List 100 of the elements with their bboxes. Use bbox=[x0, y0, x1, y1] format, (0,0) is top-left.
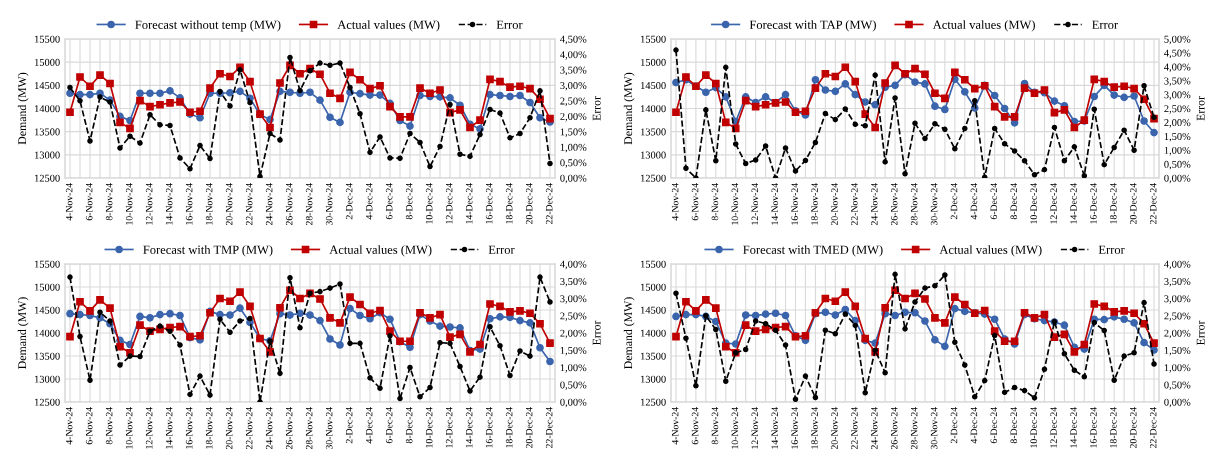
y-tick-label: 12500 bbox=[35, 398, 60, 406]
x-tick-label: 22-Nov-24 bbox=[245, 183, 253, 226]
x-tick-label: 22-Dec-24 bbox=[545, 183, 553, 225]
legend-label: Error bbox=[488, 245, 515, 254]
legend-label: Actual values (MW) bbox=[932, 20, 1035, 32]
x-tick-label: 2-Dec-24 bbox=[345, 183, 353, 220]
x-tick-label: 26-Nov-24 bbox=[890, 407, 898, 450]
x-tick-label: 30-Nov-24 bbox=[930, 407, 938, 450]
y2-tick-label: 1,00% bbox=[560, 143, 587, 153]
y2-tick-label: 2,50% bbox=[1164, 312, 1191, 321]
x-tick-label: 12-Dec-24 bbox=[445, 183, 453, 224]
x-tick-label: 16-Nov-24 bbox=[185, 183, 193, 225]
y2-tick-label: 1,50% bbox=[1164, 132, 1191, 142]
y2-tick-label: 4,00% bbox=[560, 51, 587, 60]
x-tick-label: 8-Nov-24 bbox=[105, 407, 113, 445]
x-tick-label: 10-Nov-24 bbox=[731, 407, 739, 449]
x-tick-label: 2-Dec-24 bbox=[345, 407, 353, 444]
y-tick-label: 14500 bbox=[35, 82, 60, 90]
y-tick-label: 15000 bbox=[35, 58, 60, 66]
legend-label: Error bbox=[1092, 20, 1118, 29]
legend-label: Actual values (MW) bbox=[939, 245, 1042, 257]
x-tick-label: 18-Dec-24 bbox=[505, 183, 513, 224]
y-tick-label: 14500 bbox=[641, 82, 666, 90]
y2-tick-label: 4,50% bbox=[1164, 49, 1191, 59]
x-tick-label: 12-Nov-24 bbox=[751, 183, 759, 225]
x-tick-label: 16-Nov-24 bbox=[185, 407, 193, 449]
x-tick-label: 8-Dec-24 bbox=[1010, 183, 1018, 220]
x-tick-label: 18-Nov-24 bbox=[205, 183, 213, 225]
x-tick-label: 10-Dec-24 bbox=[1030, 183, 1037, 224]
x-tick-label: 20-Dec-24 bbox=[1129, 407, 1137, 449]
y2-tick-label: 3,50% bbox=[560, 277, 587, 287]
y-tick-label: 12500 bbox=[35, 174, 60, 182]
x-tick-label: 4-Dec-24 bbox=[970, 407, 978, 444]
x-tick-label: 8-Nov-24 bbox=[711, 183, 719, 221]
y-tick-label: 14000 bbox=[35, 105, 60, 113]
x-tick-label: 20-Dec-24 bbox=[1129, 183, 1137, 225]
y2-tick-label: 3,00% bbox=[1164, 91, 1191, 100]
x-tick-label: 6-Nov-24 bbox=[691, 407, 699, 445]
y-axis-title: Demand (MW) bbox=[623, 297, 635, 369]
y-axis-title: Demand (MW) bbox=[623, 72, 635, 145]
x-tick-label: 18-Nov-24 bbox=[811, 407, 818, 449]
y2-tick-label: 4,00% bbox=[1164, 260, 1191, 270]
x-tick-label: 18-Nov-24 bbox=[205, 407, 213, 449]
x-tick-label: 4-Nov-24 bbox=[65, 407, 73, 445]
x-tick-label: 24-Nov-24 bbox=[265, 407, 273, 450]
y2-tick-label: 1,50% bbox=[560, 128, 587, 137]
legend-label: Forecast with TMP (MW) bbox=[143, 245, 273, 257]
x-tick-label: 28-Nov-24 bbox=[910, 183, 918, 226]
x-tick-label: 28-Nov-24 bbox=[910, 407, 918, 450]
y-tick-label: 12500 bbox=[641, 398, 666, 406]
y-tick-label: 15500 bbox=[35, 260, 60, 268]
x-tick-label: 16-Dec-24 bbox=[485, 183, 493, 224]
y2-tick-label: 3,00% bbox=[560, 82, 587, 91]
x-tick-label: 2-Dec-24 bbox=[950, 183, 958, 220]
x-tick-label: 16-Dec-24 bbox=[485, 407, 493, 448]
y2-tick-label: 2,50% bbox=[560, 97, 587, 106]
y-tick-label: 13500 bbox=[35, 352, 60, 360]
x-tick-label: 22-Dec-24 bbox=[1149, 183, 1157, 225]
x-tick-label: 10-Dec-24 bbox=[1030, 407, 1037, 448]
x-tick-label: 14-Nov-24 bbox=[165, 183, 173, 225]
y2-axis-title: Error bbox=[1196, 320, 1205, 346]
y2-tick-label: 3,00% bbox=[560, 295, 587, 304]
x-tick-label: 26-Nov-24 bbox=[285, 183, 293, 226]
x-tick-label: 4-Nov-24 bbox=[65, 183, 73, 221]
x-tick-label: 12-Dec-24 bbox=[1050, 407, 1057, 448]
y2-tick-label: 0,00% bbox=[1164, 398, 1191, 408]
y-axis-title: Demand (MW) bbox=[17, 297, 29, 369]
y-tick-label: 14000 bbox=[641, 105, 666, 113]
x-tick-label: 6-Dec-24 bbox=[385, 183, 393, 220]
x-tick-label: 22-Dec-24 bbox=[1149, 407, 1157, 449]
x-tick-label: 16-Nov-24 bbox=[791, 183, 798, 225]
y-tick-label: 15000 bbox=[641, 58, 666, 66]
x-tick-label: 18-Dec-24 bbox=[1110, 183, 1117, 224]
x-tick-label: 2-Dec-24 bbox=[950, 407, 958, 444]
x-tick-label: 6-Dec-24 bbox=[990, 407, 998, 444]
y2-tick-label: 4,50% bbox=[560, 35, 587, 45]
x-tick-label: 8-Dec-24 bbox=[405, 407, 413, 444]
x-tick-label: 26-Nov-24 bbox=[890, 183, 898, 226]
x-tick-label: 14-Nov-24 bbox=[771, 407, 779, 449]
x-tick-label: 18-Nov-24 bbox=[811, 183, 818, 225]
x-tick-label: 10-Nov-24 bbox=[125, 407, 133, 449]
y-tick-label: 14000 bbox=[641, 329, 666, 337]
y-tick-label: 13500 bbox=[641, 352, 666, 360]
legend-label: Forecast with TAP (MW) bbox=[749, 20, 876, 32]
x-tick-label: 12-Dec-24 bbox=[445, 407, 453, 448]
x-tick-label: 14-Nov-24 bbox=[165, 407, 173, 449]
y2-tick-label: 2,00% bbox=[560, 112, 587, 122]
x-tick-label: 30-Nov-24 bbox=[930, 183, 938, 226]
y2-tick-label: 1,00% bbox=[1164, 364, 1191, 373]
x-tick-label: 6-Dec-24 bbox=[385, 407, 393, 444]
y2-tick-label: 1,50% bbox=[560, 346, 587, 356]
y2-tick-label: 0,50% bbox=[1164, 381, 1191, 390]
y-tick-label: 12500 bbox=[641, 174, 666, 182]
y-tick-label: 15500 bbox=[641, 35, 666, 43]
x-tick-label: 24-Nov-24 bbox=[265, 183, 273, 226]
y2-axis-title: Error bbox=[1196, 96, 1205, 121]
y2-axis-title: Error bbox=[592, 96, 601, 121]
x-tick-label: 4-Dec-24 bbox=[365, 183, 373, 220]
y2-tick-label: 3,50% bbox=[1164, 277, 1191, 287]
y2-tick-label: 0,00% bbox=[560, 174, 587, 184]
